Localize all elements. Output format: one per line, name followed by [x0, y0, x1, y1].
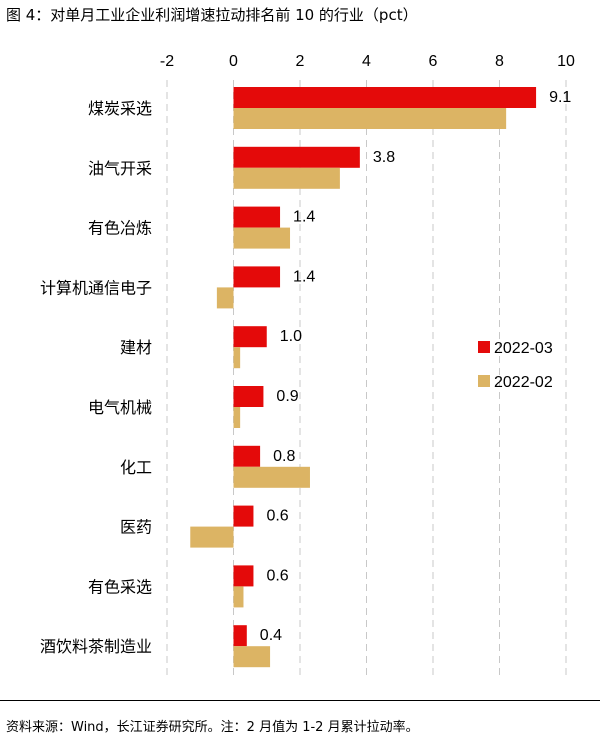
- bar-2022-02: [233, 227, 291, 249]
- x-tick-label: 2: [296, 53, 305, 70]
- x-tick-label: 4: [362, 53, 371, 70]
- category-label: 医药: [120, 519, 152, 537]
- category-label: 酒饮料茶制造业: [40, 638, 152, 656]
- category-label: 有色采选: [88, 578, 152, 596]
- footer-divider: [0, 700, 600, 701]
- legend: 2022-03 2022-02: [478, 340, 553, 391]
- data-label: 0.6: [266, 567, 288, 584]
- bar-2022-02: [233, 466, 310, 488]
- category-label: 煤炭采选: [88, 100, 152, 118]
- data-labels: 9.1 3.8 1.4 1.4 1.0 0.9 0.8 0.6 0.6 0.4: [260, 89, 572, 644]
- bar-2022-02: [233, 586, 244, 608]
- bar-2022-02: [216, 287, 234, 309]
- bars: [190, 87, 537, 668]
- source-note: 资料来源：Wind，长江证券研究所。注：2 月值为 1-2 月累计拉动率。: [6, 720, 419, 735]
- x-tick-label: 0: [229, 53, 238, 70]
- data-label: 3.8: [373, 149, 395, 166]
- bar-2022-02: [233, 646, 271, 668]
- category-label: 有色冶炼: [88, 220, 152, 238]
- data-label: 0.8: [273, 448, 295, 465]
- bar-2022-03: [233, 87, 537, 108]
- x-tick-label: 8: [495, 53, 504, 70]
- data-label: 1.4: [293, 209, 315, 226]
- bar-2022-02: [233, 407, 241, 428]
- bar-chart: -2 0 2 4 6 8 10 煤炭采选油气开采有色冶炼计算机通信电子建材电气机械化工医药有…: [40, 53, 575, 678]
- legend-swatch: [478, 341, 490, 353]
- x-tick-label: 6: [429, 53, 438, 70]
- bar-2022-03: [233, 565, 254, 587]
- legend-label: 2022-03: [494, 340, 553, 357]
- legend-swatch: [478, 375, 490, 387]
- bar-2022-03: [233, 386, 264, 407]
- bar-2022-02: [233, 108, 507, 129]
- bar-2022-03: [233, 625, 247, 647]
- bar-2022-02: [190, 526, 234, 548]
- bar-2022-03: [233, 326, 267, 348]
- x-axis-tick-labels: -2 0 2 4 6 8 10: [160, 53, 575, 70]
- bar-2022-03: [233, 206, 281, 228]
- bar-2022-03: [233, 445, 261, 467]
- bar-2022-03: [233, 146, 360, 168]
- category-label: 计算机通信电子: [40, 278, 152, 297]
- data-label: 9.1: [549, 89, 571, 106]
- category-label: 油气开采: [88, 160, 152, 178]
- bar-2022-02: [233, 167, 340, 189]
- data-label: 1.0: [280, 328, 302, 345]
- category-label: 建材: [120, 339, 152, 357]
- chart-title: 图 4：对单月工业企业利润增速拉动排名前 10 的行业（pct）: [6, 6, 418, 24]
- category-label: 电气机械: [88, 399, 152, 417]
- data-label: 0.9: [276, 388, 298, 405]
- x-tick-label: 10: [557, 53, 575, 70]
- data-label: 1.4: [293, 268, 315, 285]
- bar-2022-03: [233, 266, 281, 288]
- bar-2022-03: [233, 505, 254, 527]
- category-label: 化工: [120, 459, 152, 477]
- data-label: 0.6: [266, 508, 288, 525]
- x-tick-label: -2: [160, 53, 174, 70]
- data-label: 0.4: [260, 627, 282, 644]
- legend-label: 2022-02: [494, 374, 553, 391]
- bar-2022-02: [233, 347, 241, 369]
